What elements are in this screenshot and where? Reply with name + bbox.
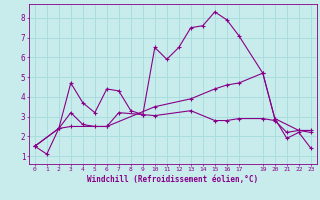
X-axis label: Windchill (Refroidissement éolien,°C): Windchill (Refroidissement éolien,°C): [87, 175, 258, 184]
